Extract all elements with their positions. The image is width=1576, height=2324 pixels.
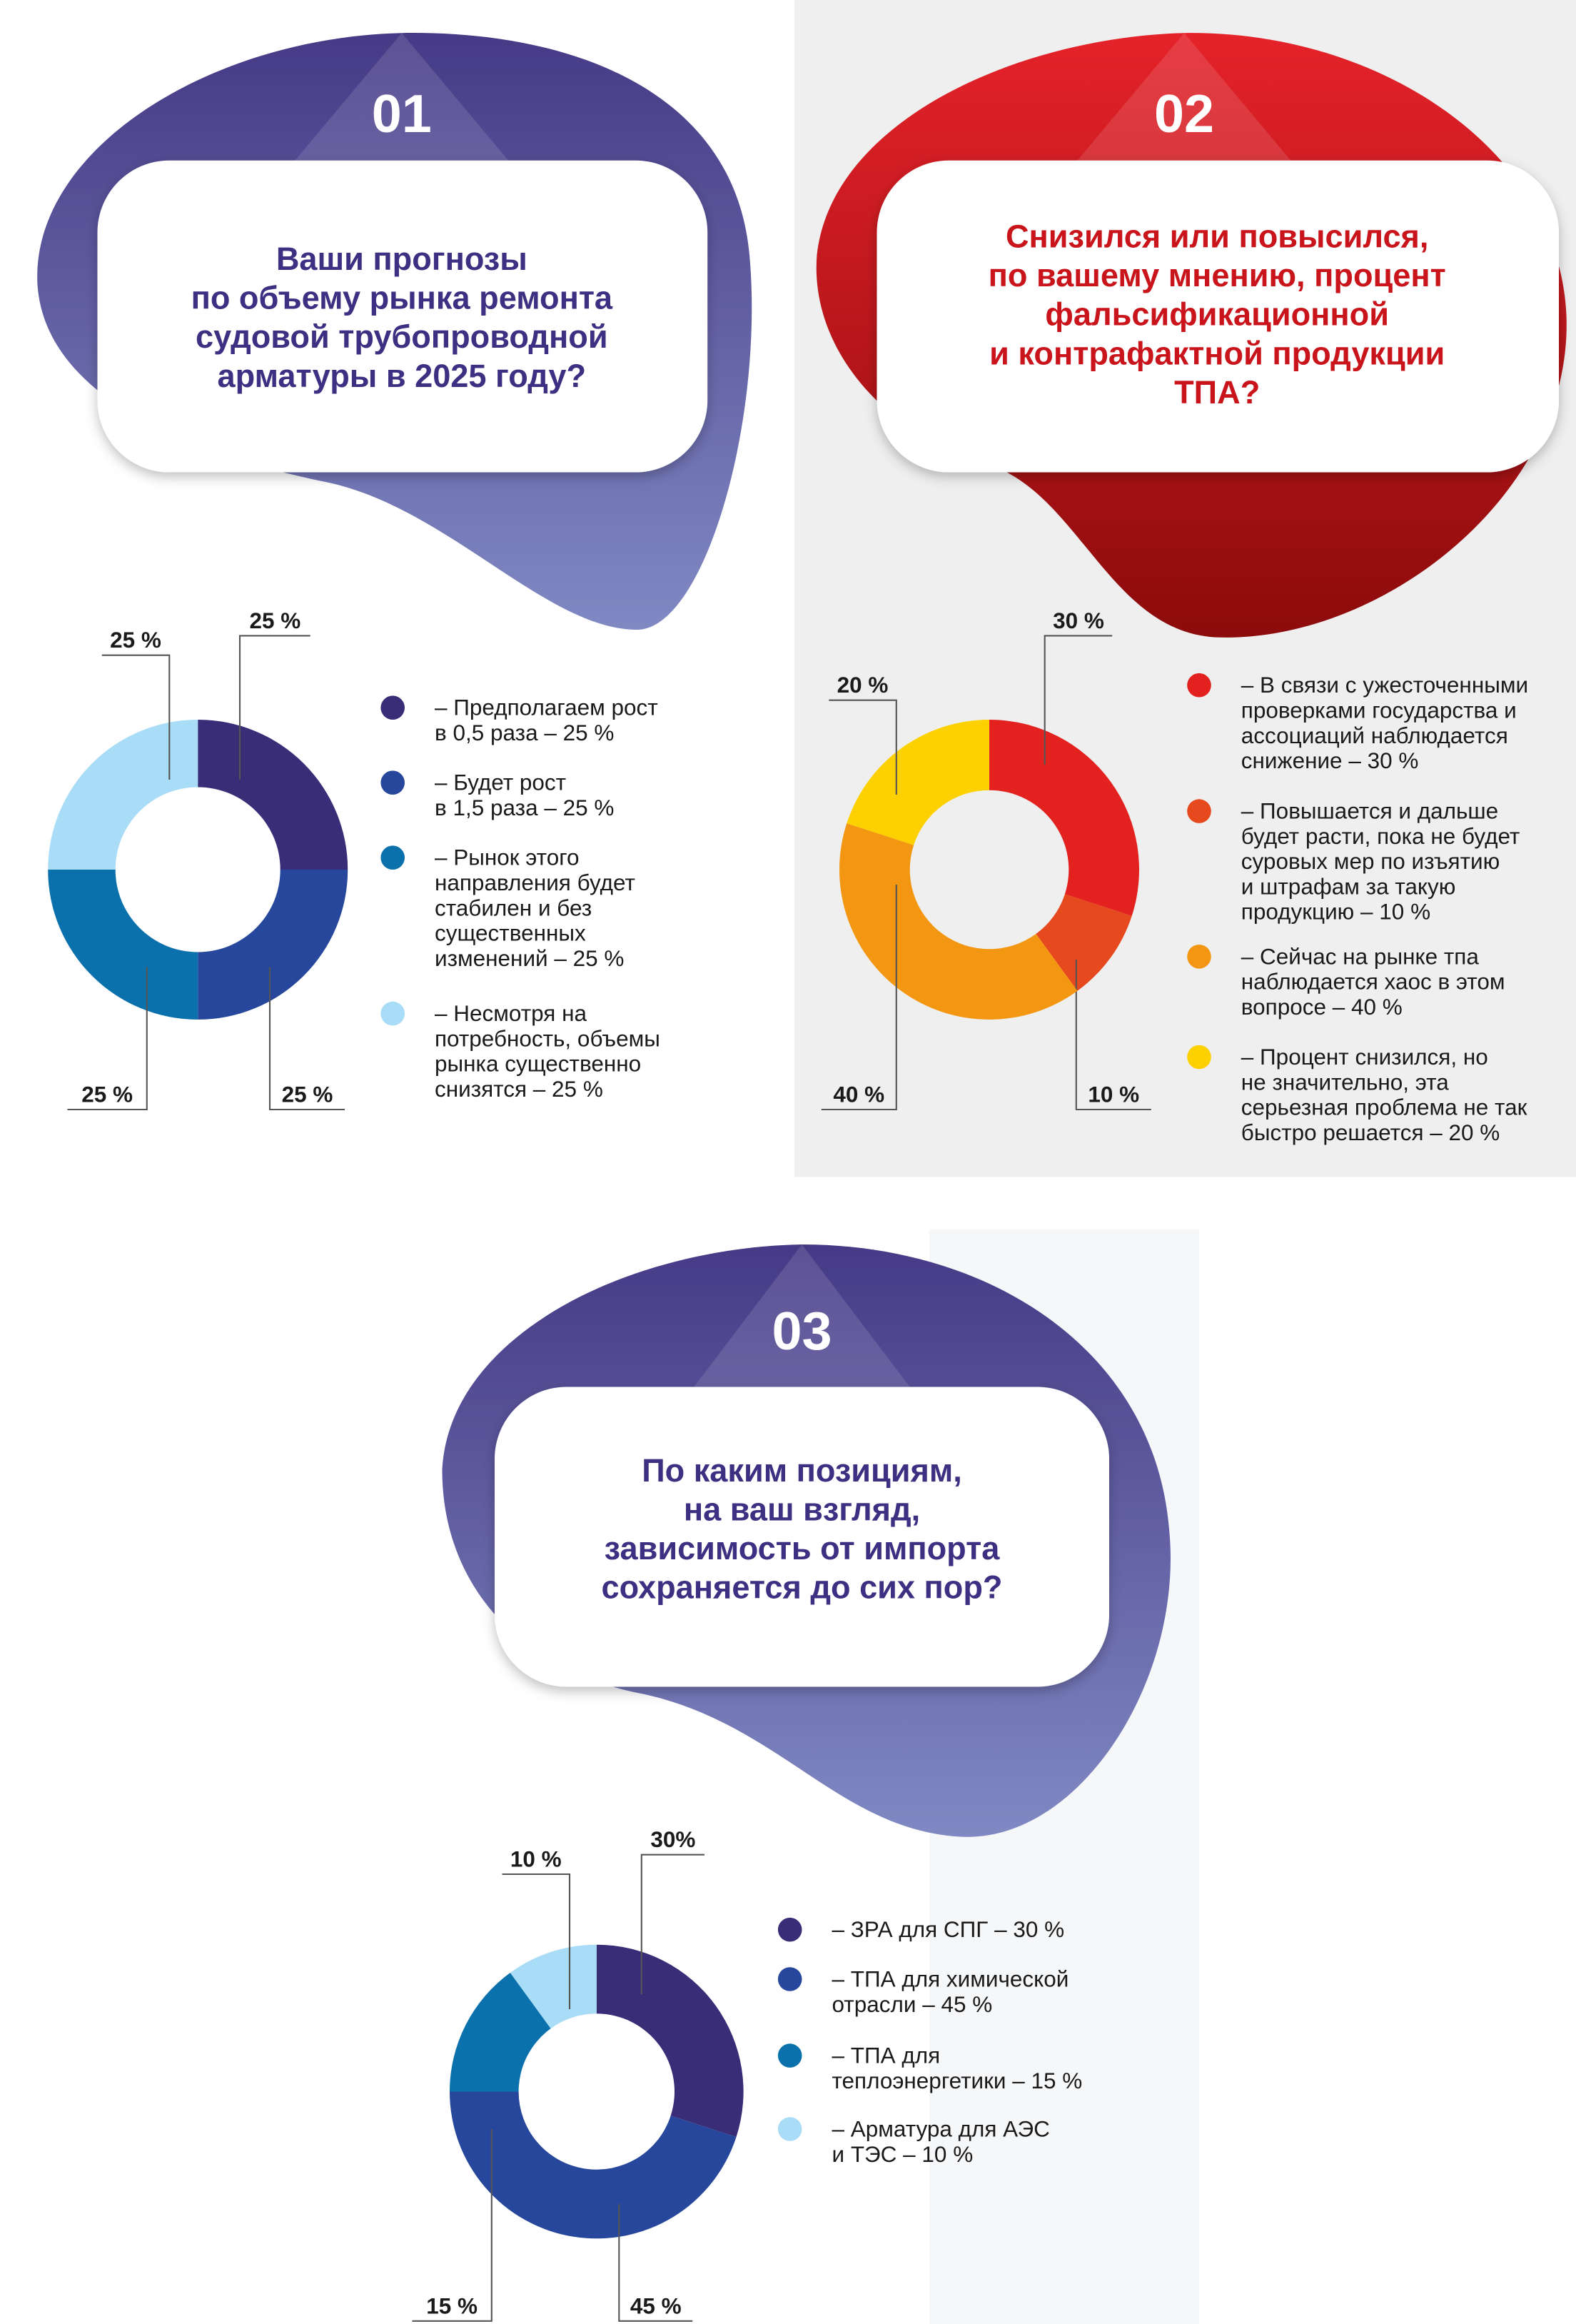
- legend-marker: [1187, 799, 1211, 823]
- donut-segment: [839, 823, 1078, 1020]
- value-label: 30 %: [1053, 608, 1104, 633]
- legend-label: – Несмотря на потребность, объемы рынка су…: [435, 1000, 660, 1102]
- value-label: 25 %: [282, 1082, 333, 1107]
- legend-label: – Сейчас на рынке тпа наблюдается хаос в …: [1241, 943, 1505, 1020]
- question-number: 01: [372, 84, 432, 144]
- legend-marker: [777, 1917, 802, 1942]
- legend-label: – В связи с ужесточенными проверками госу…: [1241, 672, 1528, 773]
- legend-marker: [380, 845, 405, 870]
- donut-segment: [510, 1944, 597, 2029]
- legend-label: – ЗРА для СПГ – 30 %: [832, 1916, 1064, 1942]
- legend-marker: [777, 2117, 802, 2141]
- donut-segment: [198, 720, 348, 870]
- value-label: 20 %: [837, 672, 889, 698]
- leader-line: [640, 1853, 704, 1994]
- legend-label: – Арматура для АЭС и ТЭС – 10 %: [832, 2116, 1049, 2166]
- donut-segment: [1036, 894, 1132, 991]
- question-box: [877, 160, 1559, 473]
- value-label: 10 %: [1088, 1082, 1139, 1107]
- legend-marker: [380, 770, 405, 795]
- donut-segment: [596, 1944, 744, 2138]
- legend-marker: [380, 695, 405, 720]
- leader-line: [412, 2128, 492, 2322]
- legend-label: – Процент снизился, но не значительно, эт…: [1241, 1044, 1527, 1145]
- donut-segment: [989, 720, 1139, 916]
- leader-line: [238, 635, 310, 780]
- leader-line: [101, 654, 171, 780]
- highlight: [1076, 33, 1293, 162]
- leader-line: [502, 1873, 571, 2009]
- value-label: 15 %: [426, 2293, 478, 2318]
- leader-line: [1044, 635, 1113, 765]
- legend-marker: [777, 1967, 802, 1991]
- legend-marker: [380, 1001, 405, 1026]
- leader-line: [1075, 960, 1151, 1111]
- legend-label: – ТПА для теплоэнергетики – 15 %: [832, 2043, 1082, 2093]
- value-label: 25 %: [110, 627, 161, 653]
- value-label: 25 %: [249, 608, 300, 633]
- value-label: 30%: [650, 1826, 695, 1852]
- legend-marker: [1187, 1045, 1211, 1070]
- donut-segment: [847, 720, 989, 845]
- legend-label: – Будет рост в 1,5 раза – 25 %: [435, 770, 614, 820]
- question-title: По каким позициям, на ваш взгляд, зависимо…: [601, 1452, 1002, 1606]
- leader-line: [268, 967, 345, 1111]
- question-title: Снизился или повысился, по вашему мнению,…: [989, 218, 1446, 411]
- legend-label: – ТПА для химической отрасли – 45 %: [832, 1966, 1069, 2016]
- leader-line: [821, 885, 897, 1111]
- legend-label: – Рынок этого направления будет стабилен и…: [435, 845, 635, 971]
- legend-marker: [1187, 945, 1211, 969]
- legend-label: – Предполагаем рост в 0,5 раза – 25 %: [435, 695, 658, 745]
- donut-segment: [48, 720, 198, 870]
- question-box: [97, 160, 708, 473]
- question-box: [494, 1387, 1109, 1687]
- highlight: [293, 33, 510, 162]
- legend-marker: [1187, 673, 1211, 698]
- highlight: [694, 1244, 910, 1387]
- question-title: Ваши прогнозы по объему рынка ремонта судо…: [191, 241, 613, 394]
- donut-segment: [198, 870, 348, 1020]
- question-number: 02: [1154, 84, 1214, 144]
- value-label: 25 %: [81, 1082, 133, 1107]
- value-label: 40 %: [833, 1082, 884, 1107]
- question-number: 03: [772, 1302, 832, 1362]
- leader-line: [67, 967, 148, 1111]
- value-label: 45 %: [630, 2293, 682, 2318]
- value-label: 10 %: [510, 1846, 562, 1871]
- legend-label: – Повышается и дальше будет расти, пока н…: [1241, 798, 1520, 925]
- leader-line: [829, 699, 897, 795]
- legend-marker: [777, 2043, 802, 2068]
- donut-segment: [449, 2091, 737, 2239]
- donut-segment: [449, 1973, 551, 2092]
- donut-segment: [48, 870, 198, 1020]
- leader-line: [618, 2203, 693, 2322]
